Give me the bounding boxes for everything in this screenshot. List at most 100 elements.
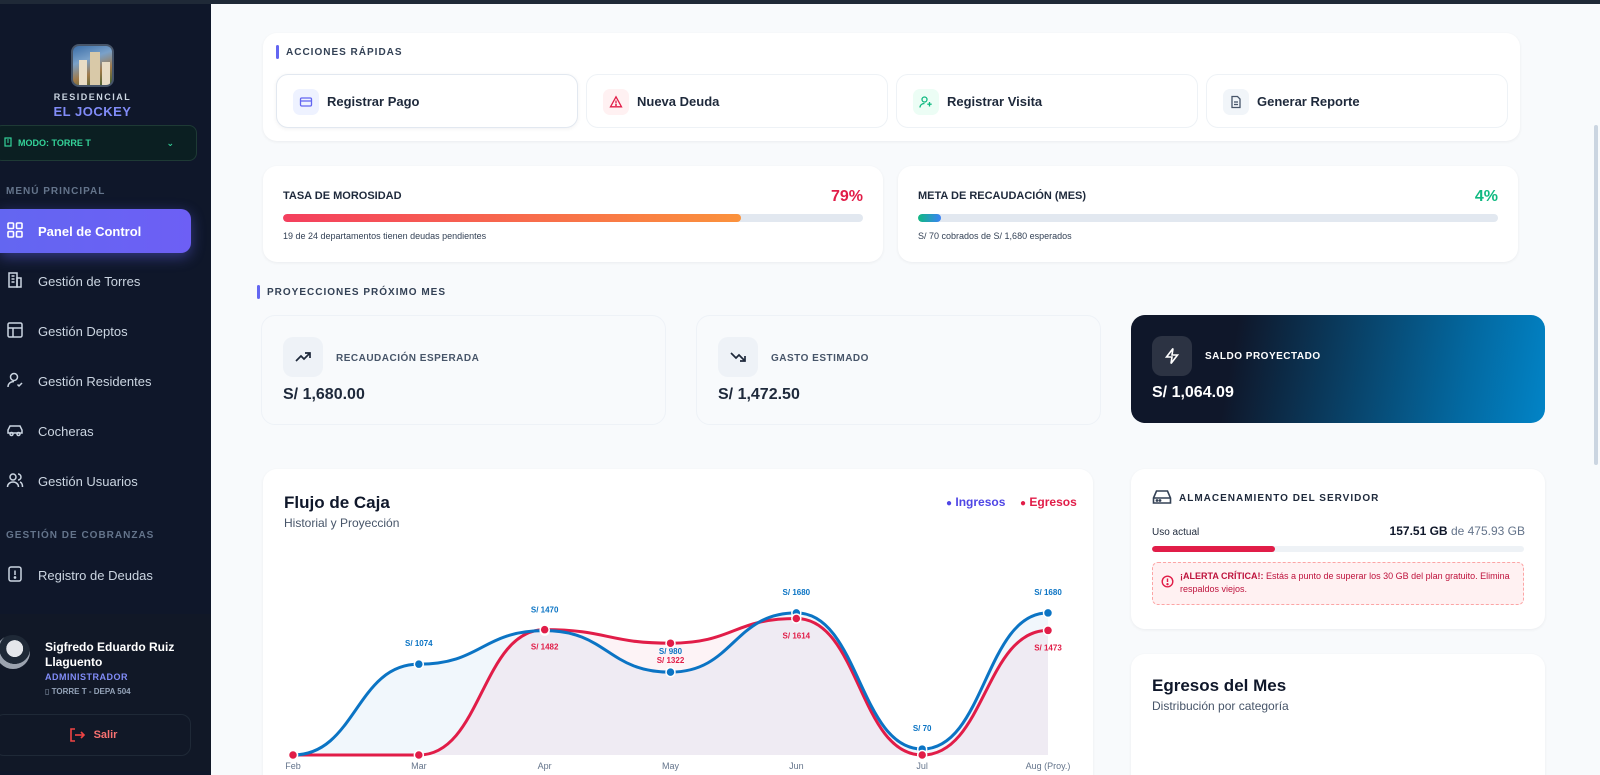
user-department-text: TORRE T - DEPA 504 [51, 687, 131, 696]
new-debt-button[interactable]: Nueva Deuda [586, 74, 888, 128]
data-label: S/ 1680 [1034, 588, 1062, 597]
projected-balance-card: SALDO PROYECTADO S/ 1,064.09 [1131, 315, 1545, 423]
page-scrollbar[interactable] [1594, 125, 1598, 465]
generate-report-button[interactable]: Generar Reporte [1206, 74, 1508, 128]
sidebar-item-debt-registry[interactable]: Registro de Deudas [0, 553, 191, 597]
legend-income-label: Ingresos [955, 495, 1006, 509]
data-label: S/ 70 [913, 724, 932, 733]
delinquency-card: TASA DE MOROSIDAD 79% 19 de 24 departame… [263, 166, 883, 262]
document-icon [1223, 89, 1249, 115]
legend-income[interactable]: ● Ingresos [946, 495, 1006, 509]
storage-alert-text: ¡ALERTA CRÍTICA!: Estás a punto de super… [1180, 570, 1520, 596]
storage-alert-message: Estás a punto de superar los 30 GB del p… [1180, 571, 1510, 594]
delinquency-percent: 79% [830, 188, 863, 205]
data-point [539, 624, 550, 635]
series-line-1 [292, 617, 1049, 757]
projected-balance-label: SALDO PROYECTADO [1205, 351, 1321, 362]
main-content: ACCIONES RÁPIDAS Registrar Pago Nueva De… [211, 4, 1600, 775]
menu-section-label: MENÚ PRINCIPAL [6, 186, 106, 197]
data-point [665, 666, 676, 678]
estimated-expense-card: GASTO ESTIMADO S/ 1,472.50 [696, 315, 1101, 425]
sidebar-item-dashboard[interactable]: Panel de Control [0, 209, 191, 253]
avatar[interactable] [0, 635, 30, 669]
data-label: S/ 1614 [783, 632, 811, 641]
storage-alert-strong: ¡ALERTA CRÍTICA!: [1180, 571, 1264, 581]
sidebar-item-label: Cocheras [38, 423, 94, 439]
x-tick-label: Jun [789, 761, 804, 771]
quick-actions-title: ACCIONES RÁPIDAS [276, 45, 403, 59]
data-point [413, 749, 425, 761]
brand-title: EL JOCKEY [53, 104, 132, 119]
logout-button[interactable]: Salir [0, 714, 191, 756]
cashflow-card: Flujo de Caja Historial y Proyección ● I… [263, 469, 1093, 775]
sidebar-item-garages[interactable]: Cocheras [0, 409, 191, 453]
sidebar-item-label: Gestión Residentes [38, 373, 152, 389]
register-payment-button[interactable]: Registrar Pago [276, 74, 578, 128]
mode-selector[interactable]: MODO: TORRE T ⌄ [0, 125, 197, 161]
cashflow-chart: S/ 1074 S/ 1470 S/ 980 S/ 1680 S/ 70 S/ 1680 S… [285, 588, 1070, 771]
data-point [791, 613, 802, 624]
data-label: S/ 1470 [531, 606, 559, 615]
button-label: Nueva Deuda [637, 93, 720, 109]
sidebar-item-label: Gestión de Torres [38, 273, 141, 289]
cashflow-subtitle: Historial y Proyección [284, 516, 400, 530]
hard-drive-icon [1152, 489, 1172, 510]
monthly-expenses-subtitle: Distribución por categoría [1152, 699, 1289, 713]
data-label: S/ 1482 [531, 643, 559, 652]
sidebar-item-towers[interactable]: Gestión de Torres [0, 259, 191, 303]
register-visit-button[interactable]: Registrar Visita [896, 74, 1198, 128]
data-point [916, 749, 928, 761]
storage-title: ALMACENAMIENTO DEL SERVIDOR [1179, 493, 1380, 504]
storage-alert: ¡ALERTA CRÍTICA!: Estás a punto de super… [1152, 562, 1524, 605]
layout-icon [7, 322, 23, 338]
monthly-expenses-card: Egresos del Mes Distribución por categor… [1131, 654, 1545, 775]
sidebar-item-users[interactable]: Gestión Usuarios [0, 459, 191, 503]
building-icon [8, 272, 22, 288]
x-tick-label: Apr [538, 761, 552, 771]
sidebar-item-residents[interactable]: Gestión Residentes [0, 359, 191, 403]
legend-expenses[interactable]: ● Egresos [1020, 495, 1077, 509]
residence-logo[interactable] [71, 44, 114, 87]
delinquency-progress-fill [283, 214, 742, 222]
collection-goal-subtext: S/ 70 cobrados de S/ 1,680 esperados [918, 231, 1072, 241]
x-tick-label: Mar [411, 761, 427, 771]
alert-file-icon [8, 566, 22, 582]
data-point [413, 658, 425, 670]
button-label: Registrar Pago [327, 93, 420, 109]
delinquency-label: TASA DE MOROSIDAD [283, 190, 402, 202]
sidebar-item-label: Gestión Usuarios [38, 473, 138, 489]
data-label: S/ 1473 [1034, 643, 1062, 652]
sidebar-item-label: Panel de Control [38, 223, 142, 239]
logout-icon [69, 728, 85, 742]
storage-used: 157.51 GB [1389, 524, 1448, 538]
trending-down-icon [718, 337, 758, 377]
storage-usage-value: 157.51 GB de 475.93 GB [1390, 524, 1525, 538]
data-label: S/ 1074 [405, 639, 433, 648]
delinquency-progress-bar [283, 214, 863, 222]
cashflow-title: Flujo de Caja [284, 493, 390, 512]
data-label: S/ 980 [659, 647, 683, 656]
building-icon: ▯ [45, 687, 50, 696]
sidebar-item-depts[interactable]: Gestión Deptos [0, 309, 191, 353]
user-icon [7, 372, 23, 388]
button-label: Generar Reporte [1257, 93, 1360, 109]
quick-actions-card: ACCIONES RÁPIDAS Registrar Pago Nueva De… [263, 33, 1520, 141]
data-label: S/ 1322 [657, 656, 685, 665]
estimated-expense-label: GASTO ESTIMADO [771, 353, 869, 364]
storage-progress-bar [1152, 546, 1524, 552]
data-point [665, 637, 676, 649]
x-tick-label: May [662, 761, 680, 771]
user-plus-icon [913, 89, 939, 115]
series-area-1 [293, 618, 1048, 755]
user-panel [0, 614, 211, 771]
collection-goal-label: META DE RECAUDACIÓN (MES) [918, 190, 1087, 202]
card-icon [293, 89, 319, 115]
user-name: Sigfredo Eduardo Ruiz Llaguento [45, 640, 175, 669]
alert-circle-icon [1161, 575, 1174, 593]
tower-icon [3, 137, 13, 149]
lightning-icon [1152, 336, 1192, 376]
users-icon [6, 473, 24, 488]
sidebar-item-label: Gestión Deptos [38, 323, 128, 339]
storage-total: de 475.93 GB [1450, 524, 1525, 538]
data-point [287, 749, 299, 761]
